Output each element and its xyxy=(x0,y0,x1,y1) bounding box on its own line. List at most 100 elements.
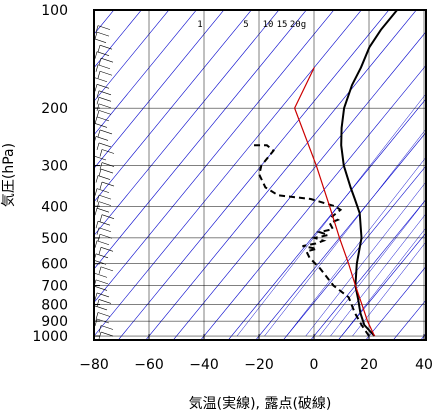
wind-barb-staff xyxy=(94,123,108,128)
plot-frame xyxy=(93,9,427,341)
wind-barb xyxy=(95,220,111,229)
wind-barb-staff xyxy=(94,305,108,311)
wind-barb-staff xyxy=(94,260,107,265)
y-tick-label: 100 xyxy=(41,3,68,19)
x-tick-label: −20 xyxy=(244,357,274,373)
wind-barb-flag xyxy=(96,97,100,105)
wind-barb-staff xyxy=(96,84,110,89)
wind-barb-flag xyxy=(96,110,100,118)
isotherm-lines xyxy=(94,10,426,340)
wind-barb xyxy=(97,129,113,138)
wind-barb-flag xyxy=(94,84,98,92)
isotherm-line xyxy=(94,10,362,337)
wind-barb-flag xyxy=(94,188,98,196)
wind-barb-flag xyxy=(95,64,99,72)
y-tick-label: 500 xyxy=(41,231,68,247)
wind-barb xyxy=(94,38,107,43)
wind-barb xyxy=(94,188,110,196)
x-tick-label: 40 xyxy=(415,357,433,373)
mixing-ratio-label: 15 xyxy=(277,20,288,30)
wind-barb xyxy=(96,227,112,235)
wind-barb xyxy=(97,70,113,79)
wind-barb-staff xyxy=(96,116,110,122)
wind-barb xyxy=(96,201,112,209)
isotherm-line xyxy=(365,266,426,340)
wind-barb xyxy=(99,214,115,222)
mixing-ratio-line xyxy=(352,241,426,337)
isotherm-line xyxy=(94,10,252,203)
wind-barb xyxy=(94,51,110,59)
mixing-ratio-line xyxy=(236,93,426,337)
wind-barb-staff xyxy=(97,175,111,180)
wind-barb xyxy=(96,299,112,307)
wind-barb-staff xyxy=(97,220,111,226)
wind-barb-staff xyxy=(94,273,108,278)
wind-barb-staff xyxy=(96,31,110,37)
x-axis-ticks: −80 −60 −40 −20 0 20 40 xyxy=(79,334,433,373)
wind-barb-flag xyxy=(99,162,103,170)
wind-barb-flag xyxy=(96,90,100,98)
wind-barb xyxy=(98,168,114,177)
parcel-line xyxy=(293,67,376,337)
mixing-ratio-label: 10 xyxy=(263,20,274,30)
wind-barb-staff xyxy=(98,110,112,115)
mixing-ratio-line xyxy=(330,213,426,337)
wind-barb xyxy=(94,84,110,92)
wind-barb-flag xyxy=(96,103,100,111)
wind-barb-flag xyxy=(94,208,98,216)
x-tick-label: −60 xyxy=(134,357,164,373)
wind-barb xyxy=(99,149,115,157)
wind-barb xyxy=(97,44,113,53)
wind-barb-flag xyxy=(98,168,102,177)
wind-barb-staff xyxy=(95,136,109,141)
isotherm-line xyxy=(94,10,335,303)
wind-barb-staff xyxy=(98,103,112,109)
wind-barb-staff xyxy=(98,194,112,200)
wind-barb-staff xyxy=(100,266,114,272)
y-axis-title: 気圧(hPa) xyxy=(1,143,17,207)
wind-barb-staff xyxy=(98,97,112,102)
wind-barb-staff xyxy=(94,286,108,291)
y-tick-label: 300 xyxy=(41,159,68,175)
wind-barb-staff xyxy=(96,292,110,298)
wind-barb-flag xyxy=(94,318,98,327)
wind-barb xyxy=(94,292,110,301)
isotherm-line xyxy=(227,98,426,340)
wind-barb-flag xyxy=(96,299,100,307)
wind-barb-flag xyxy=(95,25,99,33)
y-tick-label: 600 xyxy=(41,257,68,273)
wind-barb-flag xyxy=(95,221,99,229)
wind-barb-staff xyxy=(94,38,107,43)
wind-barb xyxy=(99,162,115,170)
wind-barb xyxy=(94,155,107,161)
wind-barb-flag xyxy=(94,240,98,248)
y-tick-label: 200 xyxy=(41,101,68,117)
wind-barb xyxy=(98,57,114,66)
y-tick-label: 1000 xyxy=(32,329,68,345)
y-tick-label: 400 xyxy=(41,199,68,215)
isotherm-line xyxy=(200,64,426,340)
wind-barb-flag xyxy=(98,266,102,274)
wind-barb-flag xyxy=(94,116,98,124)
mixing-ratio-line xyxy=(305,181,426,337)
wind-barb xyxy=(96,142,112,151)
wind-barb xyxy=(94,240,110,248)
wind-barb-staff xyxy=(97,312,111,317)
wind-barb-flag xyxy=(94,32,98,40)
wind-barb xyxy=(94,116,110,124)
wind-barb-staff xyxy=(101,181,115,187)
wind-barb xyxy=(96,110,112,118)
wind-barb xyxy=(95,64,111,72)
wind-barb xyxy=(98,266,114,274)
y-tick-label: 800 xyxy=(41,297,68,313)
wind-barb-staff xyxy=(99,129,113,135)
wind-barb-staff xyxy=(98,142,112,148)
wind-barb xyxy=(99,181,115,190)
isotherm-line xyxy=(310,198,426,340)
wind-barb xyxy=(96,103,112,111)
wind-barb-staff xyxy=(95,253,109,259)
x-tick-label: −40 xyxy=(189,357,219,373)
